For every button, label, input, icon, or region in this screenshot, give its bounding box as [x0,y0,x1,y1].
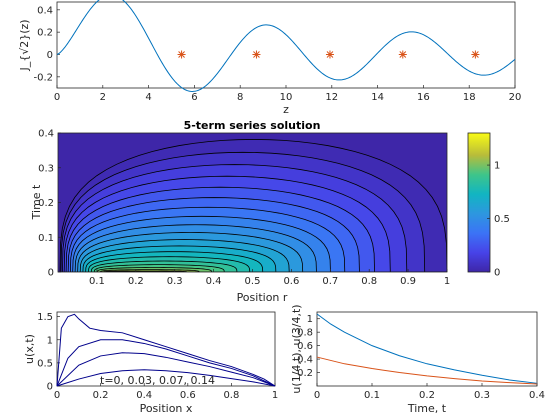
bessel-y-ticks: -0.2 0 0.2 0.4 [33,5,60,83]
heatmap-y-tick-label: 0.1 [38,233,54,244]
bessel-curve [56,0,516,92]
bessel-x-tick-label: 14 [371,92,384,103]
profile-x-tick-label: 0.8 [223,390,239,401]
profile-curve [56,352,276,387]
profile-x-tick-label: 0 [54,390,60,401]
bessel-x-tick-label: 18 [463,92,476,103]
time-plot-axes [316,311,538,387]
heatmap-y-tick-label: 0.4 [38,129,54,140]
bessel-x-tick-label: 12 [325,92,338,103]
bessel-y-tick-label: -0.2 [33,72,53,83]
time-y-tick-label: 0.8 [297,328,313,339]
heatmap-x-axis-label: Position r [237,291,288,304]
zero-marker [398,50,407,59]
time-series [316,313,538,385]
profile-curve [56,339,276,387]
bessel-x-tick-label: 0 [54,92,60,103]
zero-marker [177,50,186,59]
bessel-x-tick-label: 4 [145,92,151,103]
heatmap-title: 5-term series solution [184,119,321,132]
time-x-tick-label: 0 [314,390,320,401]
bessel-x-tick-label: 10 [280,92,293,103]
heatmap-x-tick-label: 0.7 [322,276,338,287]
profile-x-tick-label: 1 [272,390,278,401]
time-y-ticks: 0.2 0.4 0.6 0.8 1 [297,314,320,379]
heatmap-x-tick-label: 0.5 [245,276,261,287]
profile-x-tick-label: 0.2 [93,390,109,401]
profile-y-tick-label: 0 [47,382,53,393]
time-curve [316,356,538,385]
time-curve [316,313,538,384]
time-y-tick-label: 0.2 [297,368,313,379]
heatmap-x-tick-label: 1 [444,276,450,287]
heatmap-contours [59,139,447,272]
time-x-tick-label: 0.2 [419,390,435,401]
time-y-tick-label: 0.6 [297,341,313,352]
bessel-x-tick-label: 16 [417,92,430,103]
bessel-series [56,0,516,92]
bessel-x-axis-label: z [283,103,289,116]
heatmap-x-tick-label: 0.1 [89,276,105,287]
time-x-tick-label: 0.3 [474,390,490,401]
colorbar-ticks: 00.51 [487,161,510,279]
heatmap-x-ticks: 0.1 0.2 0.3 0.4 0.5 0.6 0.7 0.8 0.9 1 [89,269,450,287]
profile-annotation: t=0, 0.03, 0.07, 0.14 [100,374,215,387]
bessel-y-tick-label: 0.2 [37,28,53,39]
time-y-axis-label: u(1/4,t), u(3/4,t) [290,304,303,393]
profile-curve [56,313,276,387]
profile-plot-panel: 0 0.2 0.4 0.6 0.8 1 0 0.5 1 1.5 t=0, 0.03, 0.07,… [23,311,278,415]
time-x-ticks: 0 0.1 0.2 0.3 0.4 [314,383,545,401]
colorbar-tick-label: 1 [494,161,500,172]
time-x-tick-label: 0.4 [529,390,545,401]
profile-y-tick-label: 1.5 [37,312,53,323]
heatmap-x-tick-label: 0.2 [128,276,144,287]
profile-series [56,313,276,387]
bessel-x-tick-label: 6 [191,92,197,103]
heatmap-x-tick-label: 0.3 [167,276,183,287]
zero-marker [471,50,480,59]
bessel-x-tick-label: 2 [100,92,106,103]
profile-x-axis-label: Position x [140,402,193,415]
profile-curve [56,369,276,387]
heatmap-x-tick-label: 0.9 [400,276,416,287]
bessel-x-ticks: 0 2 4 6 8 10 12 14 16 18 20 [54,85,522,103]
heatmap-x-tick-label: 0.8 [361,276,377,287]
heatmap-y-tick-label: 0.2 [38,198,54,209]
time-y-tick-label: 1 [307,314,313,325]
time-x-tick-label: 0.1 [364,390,380,401]
bessel-y-tick-label: 0.4 [37,5,53,16]
bessel-plot-panel: 0 2 4 6 8 10 12 14 16 18 20 -0.200.20.4 z J_{√2}(z… [18,0,521,116]
colorbar-tick-label: 0 [494,268,500,279]
profile-y-axis-label: u(x,t) [23,334,36,364]
bessel-x-tick-label: 8 [237,92,243,103]
zero-marker [325,50,334,59]
colorbar [467,132,491,273]
heatmap-y-tick-label: 0 [48,268,54,279]
time-y-tick-label: 0.4 [297,355,313,366]
profile-y-tick-label: 0.5 [37,358,53,369]
heatmap-x-tick-label: 0.4 [206,276,222,287]
heatmap-y-axis-label: Time t [30,184,43,220]
profile-y-tick-label: 1 [47,335,53,346]
profile-x-tick-label: 0.4 [136,390,152,401]
colorbar-tick-label: 0.5 [494,214,510,225]
heatmap-y-tick-label: 0.3 [38,163,54,174]
heatmap-x-tick-label: 0.6 [283,276,299,287]
bessel-y-axis-label: J_{√2}(z) [18,19,31,71]
bessel-plot-axes [56,1,516,89]
bessel-y-tick-label: 0 [47,50,53,61]
zero-marker [252,50,261,59]
bessel-x-tick-label: 20 [509,92,522,103]
profile-y-ticks: 0 0.5 1 1.5 [37,312,60,393]
time-plot-panel: 0 0.1 0.2 0.3 0.4 0.2 0.4 0.6 0.8 1 Time, t u(1/… [290,304,545,415]
time-x-axis-label: Time, t [407,402,447,415]
heatmap-y-ticks: 0 0.1 0.2 0.3 0.4 [38,129,61,279]
profile-x-tick-label: 0.6 [180,390,196,401]
heatmap-panel: 0.1 0.2 0.3 0.4 0.5 0.6 0.7 0.8 0.9 1 00.10.20.30… [30,119,510,304]
